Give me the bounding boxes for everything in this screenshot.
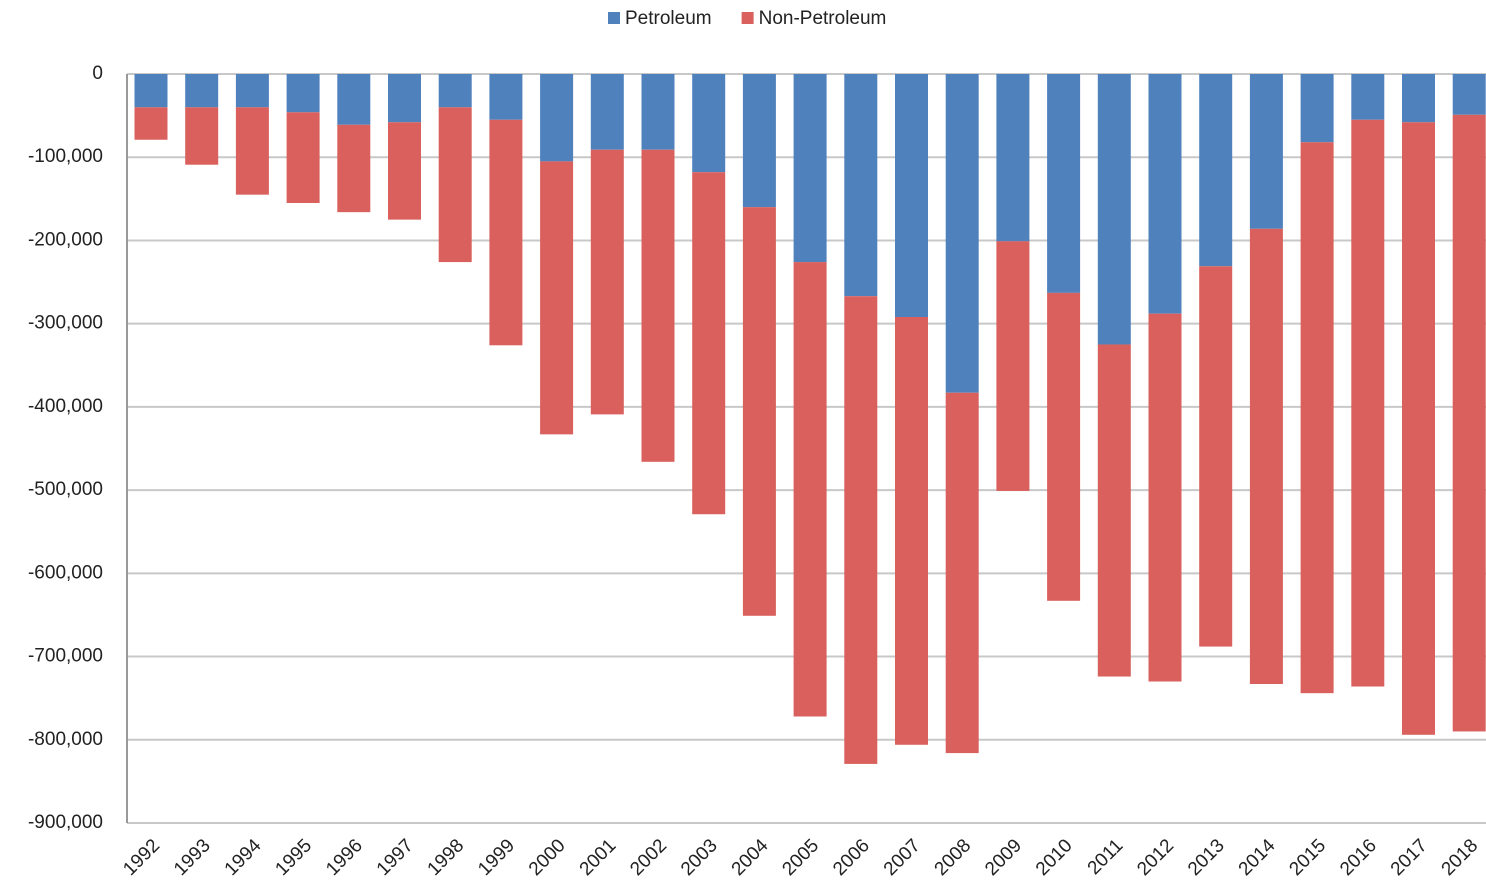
bar-segment <box>1249 228 1283 685</box>
y-tick-label: -800,000 <box>28 729 103 750</box>
x-tick-label: 1996 <box>322 835 367 880</box>
legend-swatch <box>608 12 620 24</box>
legend-swatch <box>741 12 754 24</box>
bar-segment <box>540 74 574 162</box>
x-tick-label: 2015 <box>1285 835 1330 880</box>
bar-segment <box>1300 74 1334 143</box>
bar-segment <box>1351 119 1385 687</box>
y-tick-label: -500,000 <box>28 479 103 500</box>
bar-segment <box>286 112 320 203</box>
bar-segment <box>1452 114 1486 732</box>
bar-segment <box>1047 74 1081 293</box>
x-tick-label: 2005 <box>778 835 823 880</box>
y-tick-label: -300,000 <box>28 313 103 334</box>
y-tick-label: -200,000 <box>28 229 103 250</box>
bar-segment <box>692 172 726 515</box>
legend-label: Petroleum <box>625 8 712 29</box>
bar-segment <box>895 74 928 318</box>
bar-segment <box>1047 292 1081 601</box>
x-tick-label: 1993 <box>170 835 215 880</box>
y-tick-label: -900,000 <box>28 812 103 833</box>
bar-segment <box>185 107 219 165</box>
bar-segment <box>1148 74 1182 314</box>
bar-segment <box>945 74 979 393</box>
x-tick-label: 1997 <box>373 835 418 880</box>
x-tick-label: 2006 <box>829 835 874 880</box>
bar-segment <box>1097 74 1131 345</box>
bar-segment <box>742 74 776 208</box>
y-tick-label: -600,000 <box>28 562 103 583</box>
x-tick-label: 2013 <box>1184 835 1229 880</box>
bar-segment <box>1199 74 1233 267</box>
bar-segment <box>1452 74 1486 115</box>
x-tick-label: 2004 <box>728 835 773 880</box>
bar-segment <box>438 74 472 108</box>
x-tick-label: 2001 <box>576 835 621 880</box>
x-tick-label: 2017 <box>1387 835 1432 880</box>
x-tick-label: 1992 <box>119 835 164 880</box>
bar-segment <box>1249 74 1283 229</box>
bar-segment <box>793 74 827 263</box>
x-tick-label: 2012 <box>1133 835 1178 880</box>
bar-segment <box>945 392 979 754</box>
bar-segment <box>996 74 1030 242</box>
bar-segment <box>185 74 219 108</box>
bar-segment <box>996 241 1030 491</box>
bar-segment <box>590 149 624 415</box>
bar-segment <box>1300 142 1334 694</box>
bar-segment <box>742 207 776 616</box>
x-tick-label: 2009 <box>981 835 1026 880</box>
x-tick-label: 1994 <box>221 835 266 880</box>
bar-segment <box>134 107 168 140</box>
legend-label: Non-Petroleum <box>759 8 887 29</box>
bar-segment <box>1097 344 1131 677</box>
bar-segment <box>235 74 269 108</box>
bar-segment <box>895 317 928 745</box>
y-tick-label: -400,000 <box>28 396 103 417</box>
x-tick-label: 1995 <box>271 835 316 880</box>
bar-segment <box>438 107 472 263</box>
x-tick-label: 2014 <box>1235 835 1280 880</box>
bar-segment <box>540 161 574 435</box>
bar-segment <box>1148 313 1182 682</box>
y-tick-label: -700,000 <box>28 646 103 667</box>
x-tick-label: 1999 <box>474 835 519 880</box>
y-tick-label: 0 <box>92 63 103 84</box>
bar-segment <box>641 149 675 462</box>
bar-segment <box>1351 74 1385 120</box>
bar-segment <box>590 74 624 150</box>
bar-segment <box>844 74 878 297</box>
bar-segment <box>489 74 523 120</box>
bar-segment <box>1402 74 1435 123</box>
bar-segment <box>286 74 320 113</box>
x-tick-label: 2018 <box>1438 835 1483 880</box>
bar-segment <box>235 107 269 195</box>
x-tick-label: 2010 <box>1032 835 1077 880</box>
bar-segment <box>134 74 168 108</box>
y-tick-label: -100,000 <box>28 146 103 167</box>
x-tick-label: 2011 <box>1084 835 1128 879</box>
bar-segment <box>692 74 726 173</box>
bar-segment <box>388 74 421 123</box>
bar-segment <box>337 74 371 125</box>
bar-segment <box>641 74 675 150</box>
bar-segment <box>489 119 523 346</box>
x-tick-label: 2000 <box>525 835 570 880</box>
bar-segment <box>388 122 421 220</box>
bar-segment <box>1402 122 1435 735</box>
x-tick-label: 2003 <box>677 835 722 880</box>
x-tick-label: 1998 <box>424 835 469 880</box>
x-tick-label: 2007 <box>880 835 925 880</box>
bar-segment <box>337 124 371 213</box>
bar-segment <box>1199 266 1233 647</box>
x-tick-label: 2016 <box>1336 835 1381 880</box>
x-tick-label: 2008 <box>931 835 976 880</box>
bar-segment <box>844 296 878 764</box>
bar-segment <box>793 262 827 717</box>
x-tick-label: 2002 <box>626 835 671 880</box>
